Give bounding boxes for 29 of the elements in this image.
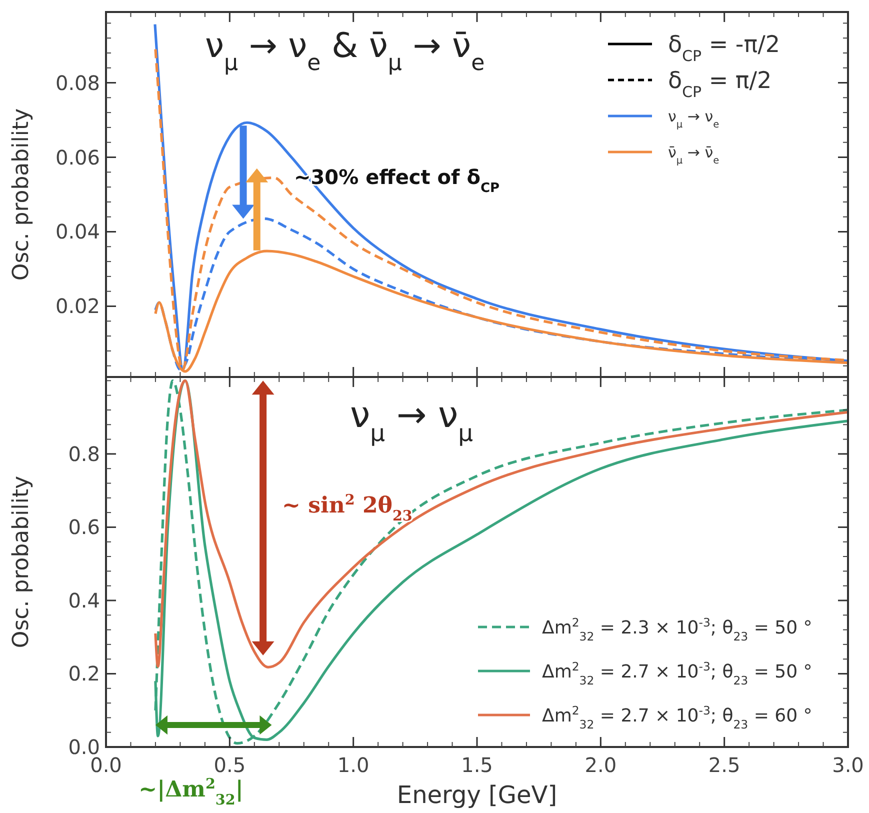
x-axis-title: Energy [GeV] bbox=[396, 781, 558, 809]
text: ~|Δm$^{2}$$_{32}$| bbox=[138, 776, 244, 809]
y-tick-label: 0.4 bbox=[68, 588, 100, 612]
y-tick-label: 0.06 bbox=[55, 145, 100, 170]
text: ν$_{μ}$ → ν$_{μ}$ bbox=[350, 395, 474, 447]
y-tick-label: 0.04 bbox=[55, 220, 100, 244]
x-tick-label: 0.0 bbox=[90, 753, 122, 777]
x-tick-label: 0.5 bbox=[214, 753, 246, 777]
y-tick-label: 0.6 bbox=[68, 515, 100, 540]
legend-label: Δm$^{2}$$_{32}$ = 2.3 × 10$^{-3}$; θ$_{23}$ = 50 ° bbox=[542, 615, 812, 644]
y-tick-label: 0.8 bbox=[68, 442, 100, 466]
y-tick-label: 0.08 bbox=[55, 70, 100, 95]
y-tick-label: 0.2 bbox=[68, 662, 100, 686]
annotation: δ$_{CP}$ = -π/2 bbox=[668, 32, 780, 66]
annotation: δ$_{CP}$ = π/2 bbox=[668, 68, 772, 102]
y-axis-title: Osc. probability bbox=[9, 108, 34, 281]
x-tick-label: 2.0 bbox=[584, 753, 617, 777]
legend-label: Δm$^{2}$$_{32}$ = 2.7 × 10$^{-3}$; θ$_{23}$ = 50 ° bbox=[542, 659, 812, 688]
x-tick-label: 3.0 bbox=[832, 753, 864, 777]
annotation: ~ sin$^{2}$ 2θ$_{23}$ bbox=[282, 492, 412, 525]
y-axis-title: Osc. probability bbox=[9, 476, 34, 648]
legend-label: ν$_{μ}$ → ν$_{e}$ bbox=[668, 107, 720, 130]
y-tick-label: 0.02 bbox=[55, 294, 100, 318]
x-tick-label: 1.5 bbox=[461, 753, 493, 777]
text: ν$_{μ}$ → ν$_{e}$ & ν̄$_{μ}$ → ν̄$_{e}$ bbox=[205, 26, 485, 76]
x-tick-label: 2.5 bbox=[708, 753, 740, 777]
x-tick-label: 1.0 bbox=[337, 753, 370, 777]
legend-label: Δm$^{2}$$_{32}$ = 2.7 × 10$^{-3}$; θ$_{23}$ = 60 ° bbox=[542, 703, 812, 732]
legend-label: ν̄$_{μ}$ → ν̄$_{e}$ bbox=[668, 143, 720, 166]
